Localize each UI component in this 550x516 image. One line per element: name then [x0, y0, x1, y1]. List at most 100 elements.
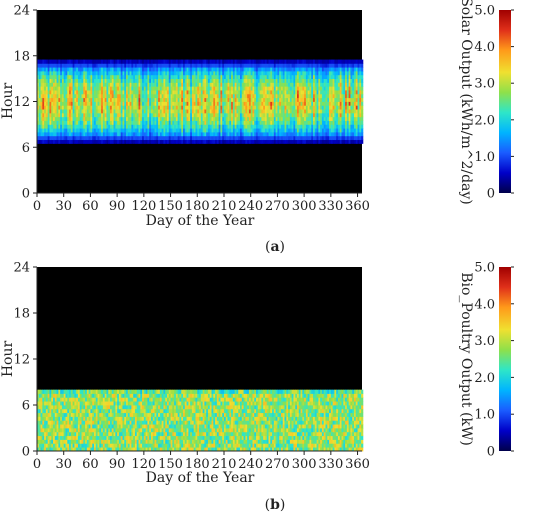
- heatmap-cell: [165, 105, 168, 110]
- heatmap-cell: [70, 443, 74, 448]
- heatmap-cell: [117, 120, 120, 125]
- heatmap-cell: [117, 112, 120, 118]
- heatmap-cell: [174, 59, 177, 64]
- heatmap-cell: [204, 135, 207, 141]
- heatmap-cell: [126, 105, 129, 110]
- heatmap-cell: [291, 139, 294, 144]
- heatmap-cell: [307, 97, 310, 102]
- heatmap-cell: [234, 132, 237, 137]
- heatmap-cell: [147, 71, 150, 76]
- heatmap-cell: [222, 139, 225, 144]
- heatmap-cell: [74, 405, 77, 410]
- heatmap-cell: [227, 124, 230, 129]
- heatmap-cell: [44, 439, 47, 444]
- heatmap-cell: [104, 405, 107, 410]
- heatmap-cell: [54, 101, 57, 106]
- heatmap-cell: [99, 447, 102, 452]
- heatmap-cell: [83, 401, 86, 406]
- heatmap-cell: [238, 135, 241, 141]
- heatmap-cell: [320, 93, 323, 99]
- heatmap-cell: [313, 67, 316, 72]
- heatmap-cell: [213, 135, 216, 141]
- heatmap-cell: [199, 109, 202, 114]
- heatmap-cell: [45, 116, 49, 121]
- heatmap-cell: [127, 124, 130, 129]
- heatmap-cell: [184, 109, 187, 114]
- heatmap-cell: [311, 135, 314, 141]
- heatmap-cell: [288, 90, 291, 95]
- heatmap-cell: [254, 59, 257, 64]
- heatmap-cell: [142, 59, 145, 64]
- heatmap-cell: [37, 412, 40, 417]
- heatmap-cell: [127, 74, 130, 80]
- heatmap-cell: [67, 420, 70, 425]
- heatmap-cell: [200, 116, 204, 121]
- heatmap-cell: [179, 90, 182, 95]
- heatmap-cell: [110, 90, 113, 95]
- heatmap-cell: [113, 420, 116, 425]
- heatmap-cell: [202, 82, 205, 87]
- heatmap-cell: [168, 82, 171, 87]
- heatmap-cell: [329, 82, 332, 87]
- heatmap-cell: [154, 82, 157, 87]
- heatmap-cell: [320, 112, 323, 118]
- heatmap-cell: [92, 101, 95, 106]
- heatmap-cell: [161, 63, 164, 68]
- heatmap-cell: [213, 105, 216, 110]
- heatmap-cell: [261, 86, 264, 91]
- heatmap-cell: [248, 59, 252, 64]
- heatmap-cell: [227, 139, 230, 144]
- heatmap-cell: [282, 101, 285, 106]
- heatmap-cell: [65, 71, 68, 76]
- heatmap-cell: [345, 93, 348, 99]
- heatmap-cell: [273, 124, 277, 129]
- heatmap-cell: [329, 78, 332, 83]
- heatmap-cell: [165, 109, 168, 114]
- heatmap-cell: [206, 128, 209, 133]
- heatmap-cell: [177, 128, 180, 133]
- heatmap-cell: [353, 135, 357, 141]
- heatmap-cell: [81, 389, 84, 394]
- heatmap-cell: [211, 82, 214, 87]
- heatmap-cell: [115, 439, 118, 444]
- heatmap-cell: [241, 63, 244, 68]
- heatmap-cell: [108, 63, 111, 68]
- heatmap-cell: [47, 93, 50, 99]
- heatmap-cell: [51, 67, 54, 72]
- heatmap-cell: [85, 412, 88, 417]
- heatmap-cell: [92, 389, 95, 394]
- heatmap-cell: [61, 93, 65, 99]
- heatmap-cell: [218, 112, 221, 118]
- heatmap-cell: [223, 90, 227, 95]
- heatmap-cell: [264, 116, 268, 121]
- heatmap-cell: [289, 59, 293, 64]
- heatmap-cell: [102, 447, 106, 452]
- heatmap-cell: [61, 101, 65, 106]
- heatmap-cell: [122, 393, 125, 398]
- heatmap-cell: [115, 128, 118, 133]
- heatmap-cell: [90, 431, 93, 437]
- heatmap-cell: [127, 132, 130, 137]
- heatmap-cell: [49, 447, 52, 452]
- heatmap-cell: [58, 93, 61, 99]
- heatmap-cell: [117, 428, 120, 433]
- heatmap-cell: [263, 86, 266, 91]
- heatmap-cell: [138, 112, 141, 118]
- heatmap-cell: [79, 105, 82, 110]
- heatmap-cell: [190, 120, 193, 125]
- heatmap-cell: [161, 71, 164, 76]
- heatmap-cell: [245, 97, 248, 102]
- heatmap-cell: [90, 112, 93, 118]
- heatmap-cell: [209, 135, 212, 141]
- heatmap-cell: [343, 109, 346, 114]
- heatmap-cell: [321, 109, 325, 114]
- heatmap-cell: [202, 109, 205, 114]
- heatmap-cell: [126, 408, 129, 414]
- heatmap-cell: [101, 135, 104, 141]
- heatmap-cell: [152, 93, 155, 99]
- heatmap-cell: [184, 120, 187, 125]
- heatmap-cell: [61, 393, 65, 398]
- heatmap-cell: [93, 78, 97, 83]
- heatmap-cell: [321, 86, 325, 91]
- heatmap-cell: [37, 447, 40, 452]
